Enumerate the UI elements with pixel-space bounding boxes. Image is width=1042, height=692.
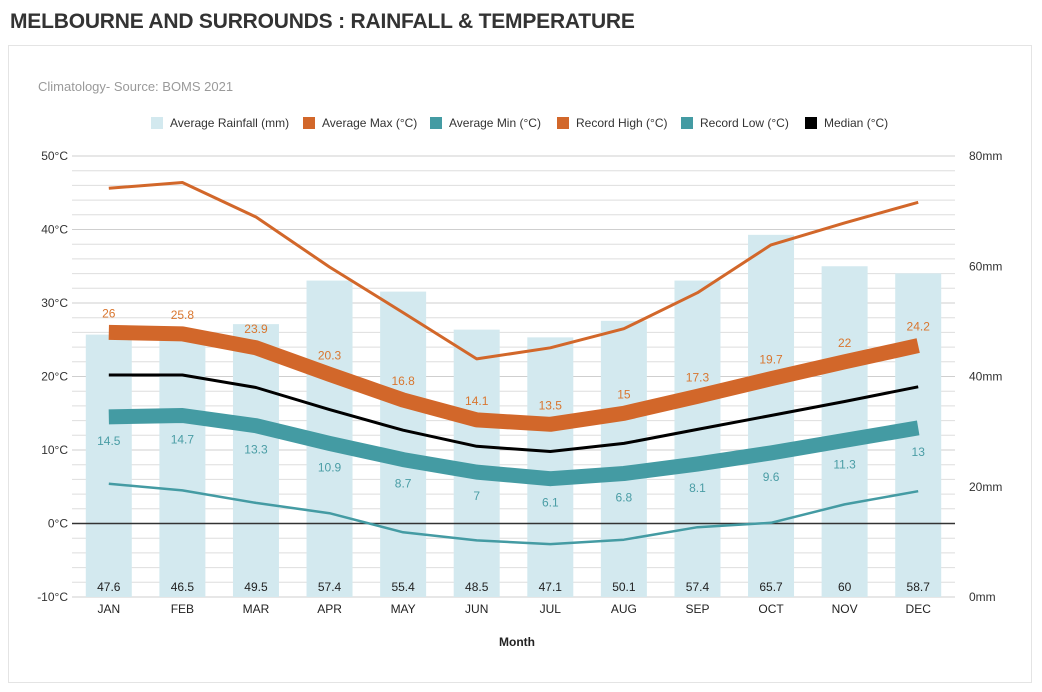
rainfall-bar-sep: [674, 280, 721, 597]
rainfall-bars: [85, 234, 942, 598]
legend-swatch: [151, 117, 163, 129]
x-axis-tick-label: JUN: [465, 602, 488, 616]
rainfall-bar-feb: [159, 340, 206, 597]
rainfall-label: 48.5: [465, 580, 489, 594]
rainfall-label: 57.4: [318, 580, 342, 594]
average-min-line: [108, 408, 920, 487]
average-max-label: 24.2: [907, 320, 931, 334]
left-axis-tick-label: 0°C: [48, 517, 68, 531]
average-min-label: 8.7: [395, 477, 412, 491]
average-max-label: 17.3: [686, 370, 710, 384]
legend-swatch: [303, 117, 315, 129]
rainfall-label: 50.1: [612, 580, 636, 594]
rainfall-label: 58.7: [907, 580, 931, 594]
x-axis-tick-label: FEB: [171, 602, 194, 616]
record-high-line: [108, 181, 919, 361]
x-axis-tick-label: OCT: [758, 602, 784, 616]
legend-label: Average Rainfall (mm): [170, 116, 289, 130]
left-axis-tick-label: -10°C: [37, 590, 68, 604]
series-lines: [108, 181, 920, 546]
x-axis-tick-label: MAY: [391, 602, 416, 616]
legend-label: Median (°C): [824, 116, 888, 130]
average-max-label: 22: [838, 336, 852, 350]
rainfall-bar-jul: [527, 337, 574, 597]
right-axis-tick-label: 80mm: [969, 149, 1002, 163]
average-max-line: [108, 324, 920, 432]
average-max-label: 14.1: [465, 394, 489, 408]
chart-container: Climatology- Source: BOMS 2021 Average R…: [8, 45, 1032, 683]
rainfall-label: 55.4: [391, 580, 415, 594]
legend-label: Average Max (°C): [322, 116, 417, 130]
x-axis-tick-label: SEP: [685, 602, 709, 616]
climate-chart: Climatology- Source: BOMS 2021 Average R…: [37, 79, 1002, 649]
legend-label: Record Low (°C): [700, 116, 789, 130]
average-max-label: 13.5: [539, 398, 563, 412]
x-axis-tick-label: JUL: [540, 602, 562, 616]
average-min-label: 14.5: [97, 434, 121, 448]
rainfall-label: 49.5: [244, 580, 268, 594]
average-min-label: 7: [473, 489, 480, 503]
x-axis-title: Month: [499, 635, 535, 649]
x-axis-tick-label: DEC: [906, 602, 932, 616]
x-axis-tick-label: AUG: [611, 602, 637, 616]
legend-swatch: [557, 117, 569, 129]
rainfall-bar-may: [380, 291, 427, 597]
rainfall-label: 47.6: [97, 580, 121, 594]
average-min-label: 11.3: [833, 457, 856, 471]
legend-swatch: [430, 117, 442, 129]
record-low-line: [108, 482, 919, 546]
rainfall-label: 57.4: [686, 580, 710, 594]
average-max-label: 16.8: [391, 374, 415, 388]
legend-swatch: [805, 117, 817, 129]
right-axis-tick-label: 40mm: [969, 370, 1002, 384]
average-min-label: 13.3: [244, 443, 268, 457]
legend-label: Record High (°C): [576, 116, 668, 130]
x-axis-tick-label: APR: [317, 602, 342, 616]
rainfall-label: 65.7: [759, 580, 783, 594]
average-min-label: 8.1: [689, 481, 706, 495]
chart-subtitle: Climatology- Source: BOMS 2021: [38, 79, 233, 94]
average-max-label: 15: [617, 387, 631, 401]
average-max-label: 23.9: [244, 322, 268, 336]
average-max-label: 25.8: [171, 308, 195, 322]
average-min-label: 13: [912, 445, 926, 459]
left-axis-tick-label: 30°C: [41, 296, 68, 310]
rainfall-label: 60: [838, 580, 852, 594]
left-axis-tick-label: 50°C: [41, 149, 68, 163]
average-min-label: 6.1: [542, 496, 559, 510]
right-axis-tick-label: 60mm: [969, 259, 1002, 273]
legend: Average Rainfall (mm) Average Max (°C) Ave…: [151, 116, 888, 130]
x-axis-tick-label: MAR: [243, 602, 270, 616]
rainfall-bar-jan: [85, 334, 132, 597]
right-axis-tick-label: 20mm: [969, 480, 1002, 494]
rainfall-bar-aug: [600, 320, 647, 597]
x-axis-tick-label: NOV: [832, 602, 858, 616]
rainfall-bar-mar: [232, 324, 279, 597]
median-line: [108, 373, 919, 453]
average-min-label: 9.6: [763, 470, 780, 484]
legend-label: Average Min (°C): [449, 116, 541, 130]
legend-swatch: [681, 117, 693, 129]
data-labels: 47.6 46.5 49.5 57.4 55.4 48.5 47.1 50.1 57.4 65.7…: [97, 306, 930, 594]
average-min-label: 6.8: [616, 491, 633, 505]
left-axis-tick-label: 20°C: [41, 370, 68, 384]
x-axis-tick-label: JAN: [97, 602, 120, 616]
average-min-label: 14.7: [171, 432, 195, 446]
rainfall-label: 47.1: [539, 580, 563, 594]
left-axis-tick-label: 10°C: [41, 443, 68, 457]
rainfall-label: 46.5: [171, 580, 195, 594]
left-axis-tick-label: 40°C: [41, 223, 68, 237]
axes: -10°C 0°C 10°C 20°C 30°C 40°C 50°C 0mm 20mm 40mm 6…: [37, 149, 1002, 616]
average-max-label: 20.3: [318, 348, 342, 362]
page-title: MELBOURNE AND SURROUNDS : RAINFALL & TEM…: [10, 10, 635, 33]
average-min-label: 10.9: [318, 460, 342, 474]
average-max-label: 19.7: [759, 353, 783, 367]
average-max-label: 26: [102, 306, 116, 320]
right-axis-tick-label: 0mm: [969, 590, 996, 604]
